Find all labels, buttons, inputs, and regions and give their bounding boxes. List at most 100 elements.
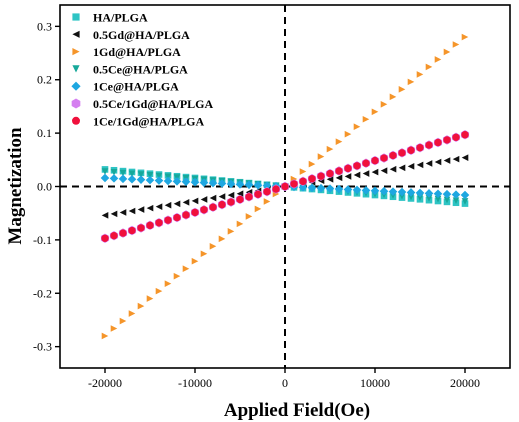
y-tick-label: -0.3: [33, 340, 52, 354]
x-tick-label: 10000: [360, 376, 390, 390]
data-point: [182, 199, 190, 206]
data-point: [209, 242, 217, 250]
data-point: [416, 194, 424, 202]
data-point: [379, 186, 389, 196]
legend-marker: [71, 81, 81, 91]
data-point: [227, 198, 235, 206]
data-point: [298, 183, 308, 192]
data-point: [299, 177, 307, 186]
legend-label: 0.5Ce@HA/PLGA: [93, 62, 188, 76]
data-point: [407, 146, 415, 154]
legend-label: HA/PLGA: [93, 11, 148, 25]
data-point: [461, 33, 469, 41]
data-point: [407, 78, 415, 86]
data-point: [443, 48, 451, 56]
data-point: [154, 176, 164, 185]
data-point: [145, 175, 155, 185]
data-point: [325, 184, 335, 193]
data-point: [434, 56, 442, 63]
x-tick-label: 0: [282, 376, 288, 390]
data-point: [461, 198, 469, 205]
data-point: [226, 179, 236, 189]
data-point: [362, 170, 370, 177]
data-point: [218, 200, 226, 209]
data-point: [155, 172, 163, 180]
data-point: [235, 180, 245, 189]
data-point: [236, 220, 244, 228]
legend-marker: [72, 116, 80, 125]
data-point: [110, 210, 118, 218]
data-point: [415, 188, 425, 198]
data-point: [424, 189, 434, 198]
data-point: [343, 185, 353, 194]
data-point: [110, 169, 118, 176]
data-point: [101, 332, 109, 340]
legend-label: 0.5Ce/1Gd@HA/PLGA: [93, 97, 213, 111]
data-point: [146, 295, 154, 302]
data-point: [164, 216, 172, 224]
data-point: [191, 257, 199, 265]
legend-label: 1Ce@HA/PLGA: [93, 80, 179, 94]
data-point: [361, 186, 371, 195]
data-point: [128, 310, 136, 317]
data-point: [425, 195, 433, 202]
data-point: [370, 186, 380, 196]
data-point: [236, 195, 244, 204]
data-point: [262, 181, 272, 190]
data-point: [398, 164, 406, 172]
data-point: [371, 168, 379, 176]
data-point: [101, 168, 109, 175]
data-point: [263, 187, 271, 196]
series-4: [100, 173, 470, 200]
data-point: [101, 212, 109, 219]
data-point: [308, 160, 316, 168]
data-point: [217, 179, 227, 188]
y-tick-label: 0.1: [37, 126, 52, 140]
data-point: [380, 167, 388, 174]
data-point: [101, 234, 109, 242]
data-point: [452, 155, 460, 163]
data-point: [380, 154, 388, 162]
data-point: [173, 272, 181, 280]
data-point: [137, 171, 145, 178]
data-point: [137, 206, 145, 213]
data-point: [389, 93, 397, 101]
data-point: [155, 203, 163, 210]
data-point: [443, 196, 451, 204]
data-point: [200, 196, 208, 203]
data-points: [100, 33, 470, 340]
data-point: [460, 190, 470, 200]
data-point: [191, 197, 199, 205]
data-point: [173, 200, 181, 208]
data-point: [326, 175, 334, 183]
series-6: [101, 131, 469, 242]
data-point: [146, 204, 154, 212]
data-point: [118, 174, 128, 184]
data-point: [209, 203, 217, 211]
data-point: [253, 180, 263, 190]
data-point: [155, 219, 163, 227]
data-point: [433, 189, 443, 199]
data-point: [425, 160, 433, 167]
data-point: [110, 231, 118, 240]
data-point: [119, 317, 127, 325]
data-point: [190, 177, 200, 187]
data-point: [352, 185, 362, 195]
data-point: [407, 163, 415, 170]
data-point: [416, 161, 424, 169]
data-point: [128, 207, 136, 215]
data-point: [110, 325, 118, 332]
data-point: [452, 133, 460, 142]
data-point: [425, 141, 433, 149]
data-point: [398, 149, 406, 157]
y-tick-label: 0.3: [37, 19, 52, 33]
data-point: [353, 123, 361, 131]
data-point: [389, 165, 397, 173]
data-point: [127, 174, 137, 184]
data-point: [200, 206, 208, 214]
data-point: [100, 173, 110, 183]
data-point: [344, 130, 352, 138]
data-point: [172, 177, 182, 186]
data-point: [146, 171, 154, 179]
x-axis-title: Applied Field(Oe): [224, 400, 370, 421]
